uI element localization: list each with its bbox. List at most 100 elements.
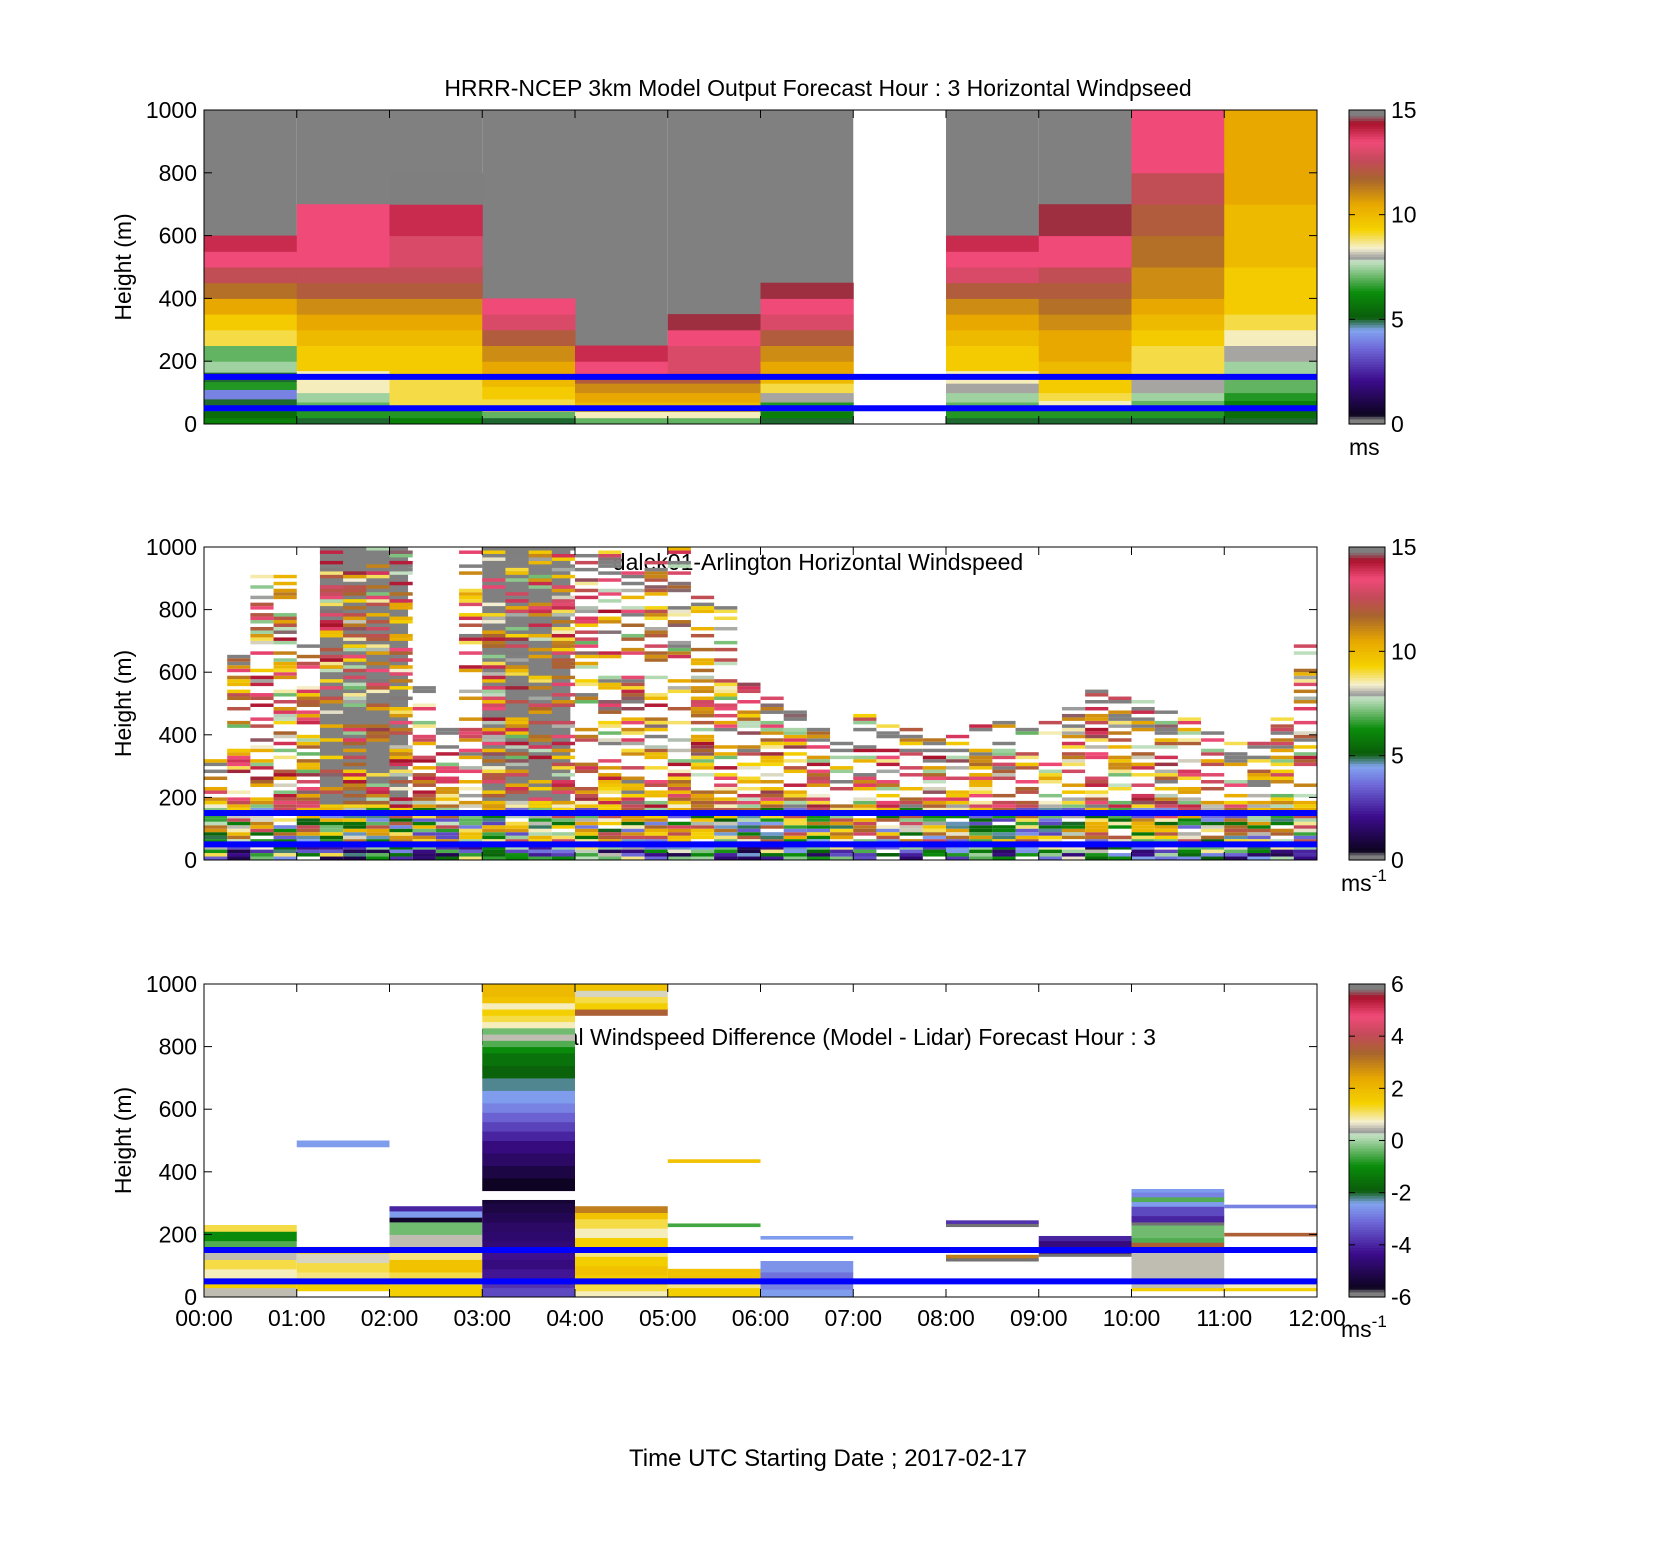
heatmap-cell <box>343 800 367 805</box>
heatmap-cell <box>806 853 831 857</box>
heatmap-cell <box>505 839 529 843</box>
heatmap-cell <box>1293 679 1317 683</box>
heatmap-cell <box>1085 821 1109 826</box>
heatmap-cell <box>412 759 436 763</box>
heatmap-cell <box>412 755 436 760</box>
heatmap-cell <box>714 814 738 819</box>
heatmap-cell <box>528 856 552 860</box>
heatmap-cell <box>296 766 320 770</box>
heatmap-cell <box>528 745 552 749</box>
heatmap-cell <box>482 640 506 645</box>
heatmap-cell <box>806 769 831 774</box>
colorbar-segment <box>1349 1169 1385 1173</box>
heatmap-cell <box>922 797 946 801</box>
heatmap-cell <box>1131 710 1155 714</box>
colorbar-segment <box>1349 1025 1385 1029</box>
heatmap-cell <box>1131 724 1155 728</box>
heatmap-cell <box>667 581 691 586</box>
heatmap-cell <box>969 832 993 836</box>
heatmap-cell <box>737 776 761 781</box>
heatmap-cell <box>1154 720 1178 725</box>
heatmap-cell <box>435 731 460 735</box>
colorbar-segment <box>1349 1239 1385 1243</box>
heatmap-cell <box>551 640 575 645</box>
heatmap-cell <box>319 700 344 704</box>
heatmap-cell <box>1108 759 1132 763</box>
heatmap-cell <box>551 626 575 631</box>
heatmap-cell <box>644 807 668 812</box>
heatmap-cell <box>760 724 784 728</box>
heatmap-cell <box>528 560 552 565</box>
heatmap-cell <box>922 828 946 833</box>
colorbar-segment <box>1349 1109 1385 1113</box>
heatmap-cell <box>714 776 738 781</box>
heatmap-cell <box>319 560 344 565</box>
heatmap-cell <box>319 828 344 833</box>
heatmap-cell <box>204 381 298 390</box>
heatmap-cell <box>435 828 460 833</box>
heatmap-cell <box>1038 773 1062 777</box>
heatmap-cell <box>714 689 738 694</box>
heatmap-cell <box>482 1203 575 1213</box>
heatmap-cell <box>760 282 854 299</box>
heatmap-cell <box>204 807 228 812</box>
heatmap-cell <box>667 1223 761 1228</box>
heatmap-cell <box>482 557 506 561</box>
heatmap-cell <box>830 825 854 829</box>
heatmap-cell <box>1177 832 1202 836</box>
colorbar-segment <box>1349 248 1385 252</box>
heatmap-cell <box>1108 713 1132 718</box>
heatmap-cell <box>389 560 413 565</box>
heatmap-cell <box>575 828 599 833</box>
heatmap-cell <box>1061 727 1086 732</box>
heatmap-cell <box>319 769 344 774</box>
colorbar-segment <box>1349 1179 1385 1183</box>
heatmap-cell <box>505 578 529 582</box>
heatmap-cell <box>1224 741 1248 746</box>
heatmap-cell <box>621 752 645 756</box>
heatmap-cell <box>389 769 413 774</box>
colorbar-segment <box>1349 1205 1385 1209</box>
heatmap-cell <box>551 557 575 561</box>
heatmap-cell <box>1015 825 1039 829</box>
heatmap-cell <box>528 647 552 652</box>
heatmap-cell <box>1085 727 1109 732</box>
heatmap-cell <box>690 703 715 707</box>
heatmap-cell <box>899 839 923 843</box>
heatmap-cell <box>714 835 738 840</box>
heatmap-cell <box>482 835 506 840</box>
heatmap-cell <box>667 564 691 568</box>
colorbar-segment <box>1349 178 1385 182</box>
heatmap-cell <box>459 839 483 843</box>
heatmap-cell <box>459 780 483 784</box>
heatmap-cell <box>667 853 691 857</box>
heatmap-cell <box>806 727 831 732</box>
heatmap-cell <box>737 700 761 704</box>
colorbar-segment <box>1349 1033 1385 1037</box>
heatmap-cell <box>528 800 552 805</box>
heatmap-cell <box>319 599 344 603</box>
heatmap-cell <box>296 752 320 756</box>
heatmap-cell <box>204 825 228 829</box>
heatmap-cell <box>250 613 274 617</box>
heatmap-cell <box>319 654 344 659</box>
heatmap-cell <box>946 314 1040 331</box>
heatmap-cell <box>505 755 529 760</box>
colorbar-frame <box>1348 109 1386 425</box>
heatmap-cell <box>482 1131 575 1141</box>
heatmap-cell <box>482 800 506 805</box>
heatmap-cell <box>1154 745 1178 749</box>
heatmap-cell <box>273 616 297 621</box>
heatmap-cell <box>319 679 344 683</box>
heatmap-cell <box>737 720 761 725</box>
heatmap-cell <box>250 724 274 728</box>
heatmap-cell <box>296 298 390 315</box>
heatmap-cell <box>621 839 645 843</box>
heatmap-cell <box>482 298 576 315</box>
heatmap-cell <box>760 361 854 375</box>
heatmap-cell <box>714 713 738 718</box>
heatmap-cell <box>575 1265 668 1276</box>
colorbar-segment <box>1349 403 1385 407</box>
heatmap-cell <box>1085 745 1109 749</box>
heatmap-cell <box>343 846 367 850</box>
